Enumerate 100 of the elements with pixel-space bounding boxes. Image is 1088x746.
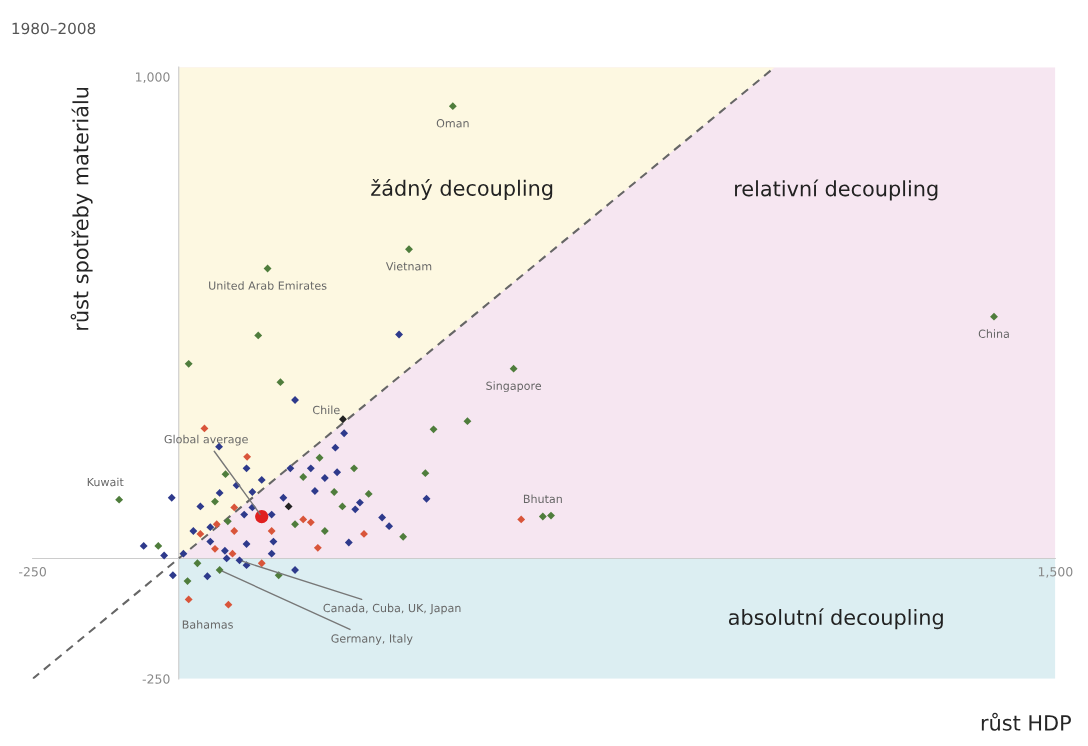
x-tick-label: 1,500 — [1038, 567, 1073, 578]
point — [291, 520, 299, 529]
point — [267, 527, 276, 535]
chart-title: 1980–2008 — [12, 22, 96, 35]
point — [222, 554, 231, 563]
point — [206, 537, 215, 546]
point — [385, 522, 394, 531]
band-label: absolutní decoupling — [728, 608, 943, 630]
point — [243, 452, 252, 461]
point — [115, 495, 124, 504]
point — [306, 518, 315, 527]
point — [196, 502, 205, 511]
point — [320, 474, 329, 482]
annotation: United Arab Emirates — [209, 281, 327, 290]
x-axis-title: růst HDP — [981, 712, 1071, 731]
annotation: žádný decoupling — [371, 178, 553, 200]
point — [395, 330, 403, 339]
point — [344, 538, 353, 547]
point — [279, 493, 288, 502]
annotation: Global average — [164, 434, 248, 446]
band-label: relativní decoupling — [735, 179, 938, 201]
point — [351, 505, 360, 514]
point — [333, 468, 342, 477]
point — [160, 551, 169, 560]
point — [330, 488, 339, 496]
point — [193, 559, 202, 568]
point — [360, 529, 368, 538]
point — [168, 571, 177, 580]
point — [263, 264, 272, 273]
point — [230, 527, 239, 535]
point — [257, 476, 266, 484]
point — [538, 512, 547, 521]
point — [230, 503, 239, 512]
point — [196, 529, 205, 538]
point — [315, 453, 324, 462]
point — [228, 549, 237, 558]
point — [422, 494, 431, 503]
point — [547, 511, 555, 520]
point — [242, 464, 251, 473]
point — [286, 464, 295, 473]
point — [255, 509, 269, 524]
point — [223, 517, 232, 526]
point — [242, 540, 251, 548]
point — [338, 502, 347, 511]
point — [179, 549, 188, 558]
point — [364, 489, 373, 498]
point — [310, 487, 319, 495]
annotation: Oman — [436, 119, 469, 128]
point — [276, 378, 285, 387]
point — [203, 572, 212, 581]
point — [184, 595, 193, 604]
annotation: Bahamas — [182, 620, 233, 629]
annotation: Canada, Cuba, UK, Japan — [323, 603, 461, 615]
point — [257, 559, 266, 568]
point — [212, 520, 221, 529]
point — [211, 544, 219, 553]
y-axis-title: růst spotřeby materiálu — [70, 87, 93, 330]
point — [306, 464, 315, 473]
point — [463, 417, 472, 426]
point — [220, 546, 229, 555]
point — [340, 429, 349, 438]
point — [331, 443, 340, 452]
point — [267, 510, 276, 519]
point — [215, 489, 224, 497]
point — [139, 541, 148, 550]
annotation: Bhutan — [523, 494, 562, 504]
point — [267, 549, 276, 558]
point — [167, 493, 176, 502]
point — [235, 556, 244, 565]
point — [313, 543, 322, 552]
point — [405, 245, 413, 254]
point — [350, 464, 358, 473]
point — [200, 424, 209, 433]
point — [224, 600, 233, 609]
point — [378, 513, 387, 522]
annotation: Kuwait — [87, 477, 124, 487]
point — [299, 473, 308, 481]
y-tick-label: 1,000 — [136, 72, 170, 83]
point — [509, 364, 518, 373]
annotation: Chile — [313, 405, 340, 415]
point — [320, 527, 329, 535]
annotation: Singapore — [486, 381, 542, 393]
point — [990, 312, 998, 321]
point — [448, 102, 457, 111]
point — [154, 541, 163, 550]
annotation: Germany, Italy — [331, 634, 413, 645]
point — [339, 415, 347, 424]
point — [421, 469, 430, 478]
point — [517, 515, 526, 524]
point — [291, 396, 299, 404]
point — [211, 497, 219, 506]
point — [399, 532, 408, 541]
point — [299, 515, 308, 524]
point — [248, 488, 257, 496]
annotation: Vietnam — [385, 261, 432, 271]
point — [206, 523, 215, 532]
point — [184, 359, 193, 368]
point — [269, 537, 278, 546]
point — [355, 498, 364, 507]
point — [189, 527, 198, 535]
